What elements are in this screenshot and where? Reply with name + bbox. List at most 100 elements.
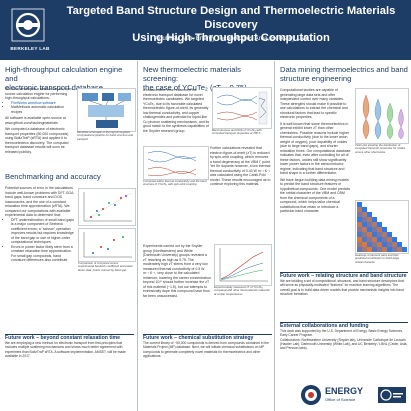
seebeck-plot-graphic [83,192,132,222]
database-text: We computed a database of electronic tra… [5,127,69,154]
column-divider [137,61,138,411]
intro-text: We have developed a state-of-the-art, op… [5,87,74,100]
heatmap-cell [397,242,402,247]
col1-benchmark: Potential sources of error in the calcul… [5,186,75,263]
heatmap-cell [377,222,382,227]
col3-future-text: We are building a set of compositional, … [280,279,404,296]
heatmap-cell [367,242,372,247]
col2-heading-a: New thermoelectric materials screening: [143,65,241,83]
heatmap-cell [362,217,367,222]
heatmap-cell [367,212,372,217]
berkeley-lab-logo: BERKELEY LAB [2,2,56,58]
col1-heading-2: Benchmarking and accuracy [5,172,101,181]
heatmap-cell [372,222,377,227]
heatmap-cell [392,242,397,247]
title-line-1: Targeted Band Structure Design and Therm… [66,5,396,31]
heatmap-cell [372,227,377,232]
matmethods-bullet: MatMethods automatic calculation recipes [11,105,75,114]
availability-text: All software is available open-source at… [5,116,66,125]
col3-heading: Data mining thermoelectrics and band str… [280,65,408,83]
heatmap-cell [372,232,377,237]
heatmap-cell [367,227,372,232]
col1-future-work: Future work – beyond constant relaxation… [5,334,134,358]
workflow-caption: Workflow schematic of the high-throughpu… [77,130,133,141]
col2-intro: A collaborative effort examined the elec… [143,88,210,133]
workflow-diagram [82,93,131,128]
heatmap-cell [382,237,387,242]
heatmap-cell [357,217,362,222]
band-structure-graphic [216,91,268,125]
heatmap-cell [357,247,362,252]
collaborations-heading: External collaborations and funding [280,323,369,329]
heatmap-cell [357,202,362,207]
power-factor-plot [78,228,136,262]
heatmap-cell [382,227,387,232]
violin-plot-graphic [362,94,404,140]
col1-heading-1: High-throughput calculation engine and e… [5,65,135,92]
heatmap-cell [377,237,382,242]
heatmap-cell [362,207,367,212]
doe-energy-label: ENERGY [325,386,364,396]
thermal-conductivity-graphic [147,151,197,176]
seebeck-comparison-plot [78,188,136,226]
heatmap-cell [372,242,377,247]
poster-title: Targeted Band Structure Design and Therm… [58,5,404,46]
col2-experiment-text: Experiments carried out by the Snyder gr… [143,244,211,298]
heatmap-cell [357,237,362,242]
col2-heading: New thermoelectric materials screening: … [143,65,273,92]
berkeley-lab-footer-logo [378,387,406,403]
zt-comparison-plot [214,244,272,286]
heatmap-cell [387,237,392,242]
col2-heading-b: the case of YCuTe₂ (zT ~ 0.75) [143,83,247,92]
heatmap-cell [377,247,382,252]
benchmark-caption: Comparison of computed versus experiment… [78,261,133,272]
heatmap-caption: Heatmap of element pairs and their predi… [355,253,400,264]
heatmap-cell [382,242,387,247]
col3-heading-b: structure engineering [280,74,352,83]
external-collaborations: External collaborations and funding This… [280,322,408,350]
heatmap-cell [367,247,372,252]
power-factor-graphic [83,232,132,258]
author-line: Anubhav Jain, Energy Technologies Area, … [154,35,308,42]
heatmap-cell [367,222,372,227]
heatmap-cell [387,242,392,247]
sponsor-logos: ENERGY Office of Science [300,384,408,406]
benchmark-text: Potential sources of error in the calcul… [5,186,74,217]
zt-plot-graphic [219,248,268,282]
heatmap-cell [357,222,362,227]
doe-seal-icon [301,385,321,405]
heatmap-cell [362,247,367,252]
col3-future-work: Future work – relating structure and ban… [280,272,408,296]
col2-future-work: Future work – chemical substitution stra… [143,334,272,358]
heatmap-cell [367,217,372,222]
heatmap-cell [362,212,367,217]
violin-plot [355,88,409,144]
thermal-conductivity-caption: Computed lattice thermal conductivity an… [143,179,207,187]
benchmark-bullet-1: DFT underestimation of small band gaps i… [11,218,75,245]
heatmap-cell [377,227,382,232]
benchmark-bullet-2: Errors in power factor likely stem from … [11,245,75,263]
band-structure-caption: Band structure and DOS of YCuTe₂ with co… [212,128,262,136]
heatmap-cell [377,242,382,247]
poster-header: BERKELEY LAB Targeted Band Structure Des… [0,0,411,60]
heatmap-cell [397,247,402,252]
heatmap-cell [357,242,362,247]
orbital-heatmap [355,200,409,254]
col1-future-heading: Future work – beyond constant relaxation… [5,335,121,341]
heatmap-cell [382,247,387,252]
heatmap-cell [372,247,377,252]
berkeley-lab-logo-mark [11,8,45,42]
col1-heading-1a: High-throughput calculation engine and [5,65,123,83]
collaborators-text: Collaborators: Northwestern University (… [280,337,408,351]
col3-text: Computational studies are capable of gen… [280,88,352,214]
col2-soc-text: Further calculations revealed that elect… [210,146,271,186]
thermal-conductivity-figure [143,146,209,180]
col3-p3: We have begun building data mining model… [280,177,351,214]
heatmap-cell [402,247,407,252]
heatmap-cell [377,232,382,237]
heatmap-cell [362,242,367,247]
title-line-2: Using High-Throughput Computation [132,32,330,44]
col1-intro: We have developed a state-of-the-art, op… [5,87,75,154]
doe-office-label: Office of Science [325,397,356,402]
heatmap-cell [362,237,367,242]
